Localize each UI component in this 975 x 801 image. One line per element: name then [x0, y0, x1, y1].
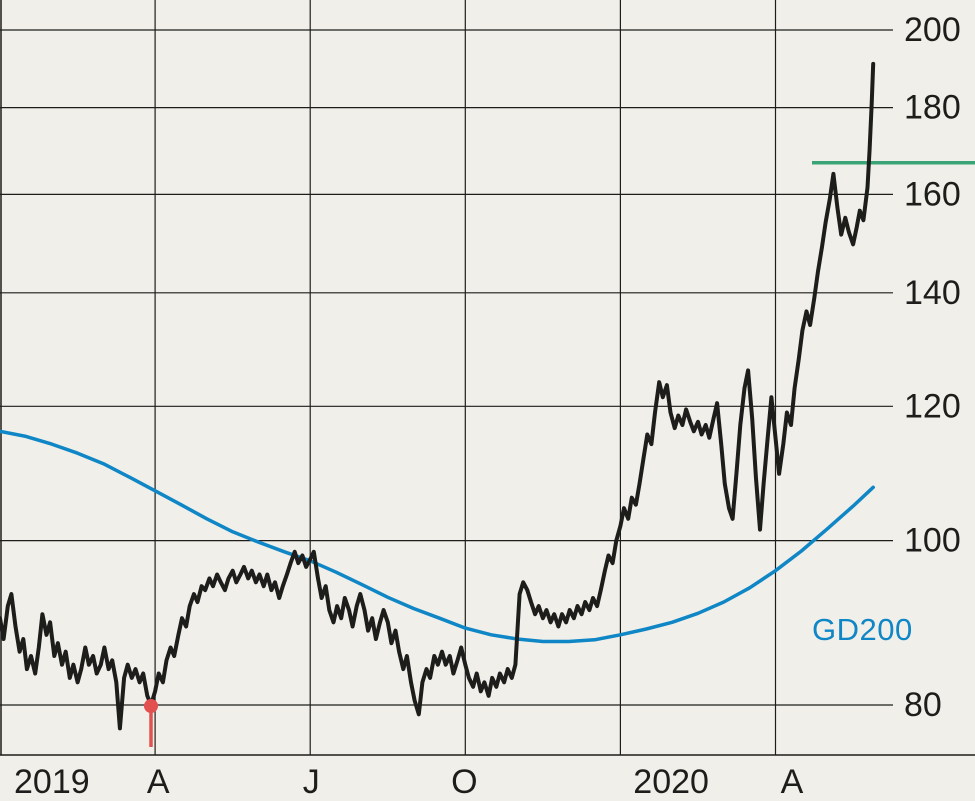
x-tick-label: A — [147, 763, 170, 801]
gd200-label: GD200 — [812, 612, 913, 647]
x-tick-label: A — [781, 763, 804, 801]
y-tick-label: 120 — [904, 387, 961, 425]
gd200-line — [0, 429, 875, 644]
price-line — [0, 61, 876, 731]
y-tick-label: 200 — [904, 11, 961, 49]
y-tick-label: 100 — [904, 522, 961, 560]
x-tick-label: 2019 — [14, 763, 90, 801]
y-tick-label: 140 — [904, 274, 961, 312]
y-tick-label: 160 — [904, 175, 961, 213]
x-tick-label: O — [451, 763, 477, 801]
event-marker-dot — [144, 699, 158, 713]
x-tick-label: 2020 — [633, 763, 709, 801]
y-tick-label: 80 — [904, 686, 942, 724]
y-tick-label: 180 — [904, 89, 961, 127]
x-tick-label: J — [303, 763, 320, 801]
